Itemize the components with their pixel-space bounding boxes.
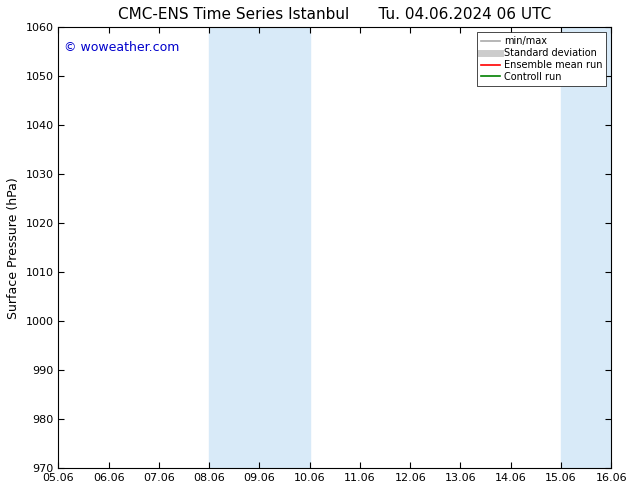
Text: © woweather.com: © woweather.com (64, 41, 179, 53)
Y-axis label: Surface Pressure (hPa): Surface Pressure (hPa) (7, 177, 20, 318)
Bar (209, 27, 310, 468)
Bar (561, 27, 634, 468)
Title: CMC-ENS Time Series Istanbul      Tu. 04.06.2024 06 UTC: CMC-ENS Time Series Istanbul Tu. 04.06.2… (118, 7, 552, 22)
Legend: min/max, Standard deviation, Ensemble mean run, Controll run: min/max, Standard deviation, Ensemble me… (477, 32, 606, 86)
